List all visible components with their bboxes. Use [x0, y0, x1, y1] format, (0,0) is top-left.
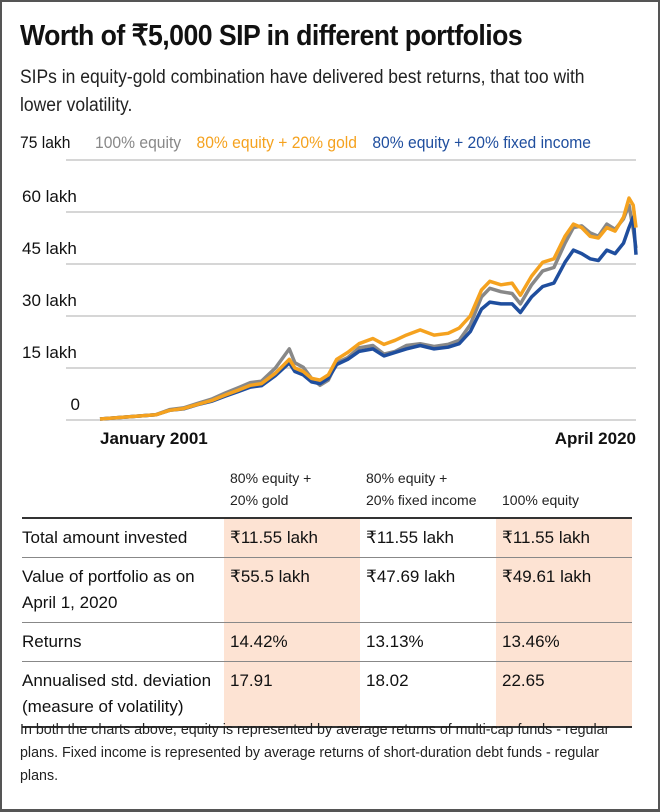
- cell-value: 13.46%: [496, 622, 632, 662]
- row-label: Annualised std. deviation (measure of vol…: [22, 661, 224, 728]
- cell-value: ₹11.55 lakh: [224, 517, 360, 558]
- header-line: 80% equity +: [366, 470, 448, 486]
- table-row: Returns 14.42% 13.13% 13.46%: [22, 622, 632, 662]
- legend-item-equity-fixed-income: 80% equity + 20% fixed income: [372, 133, 592, 152]
- y-tick-label: 15 lakh: [22, 343, 77, 362]
- line-chart: 0 15 lakh 30 lakh 45 lakh 60 lakh January 20…: [22, 159, 638, 448]
- y-tick-label: 30 lakh: [22, 291, 77, 310]
- footnote: In both the charts above, equity is repr…: [20, 721, 610, 784]
- table-header-equity-fixed-income: 80% equity + 20% fixed income: [360, 463, 496, 518]
- x-start-label: January 2001: [100, 429, 208, 448]
- ytick-label-top: 75 lakh: [20, 133, 71, 152]
- row-label: Returns: [22, 622, 224, 662]
- series-line-80-equity-20-gold: [99, 196, 638, 421]
- cell-value: ₹47.69 lakh: [360, 557, 496, 623]
- table-header-equity-gold: 80% equity + 20% gold: [224, 463, 360, 518]
- cell-value: 18.02: [360, 661, 496, 728]
- chart-subtitle: SIPs in equity-gold combination have del…: [20, 67, 585, 116]
- table-row: Total amount invested ₹11.55 lakh ₹11.55…: [22, 517, 632, 558]
- cell-value: 14.42%: [224, 622, 360, 662]
- row-label-line: (measure of volatility): [22, 697, 184, 716]
- y-tick-label: 60 lakh: [22, 187, 77, 206]
- row-label: Value of portfolio as on April 1, 2020: [22, 557, 224, 623]
- cell-value: ₹11.55 lakh: [496, 517, 632, 558]
- legend: 75 lakh 100% equity 80% equity + 20% gol…: [20, 133, 602, 153]
- cell-value: ₹55.5 lakh: [224, 557, 360, 623]
- header-line: 20% fixed income: [366, 492, 477, 508]
- header-line: 80% equity +: [230, 470, 312, 486]
- comparison-table: 80% equity + 20% gold 80% equity + 20% fix…: [22, 463, 632, 728]
- table-row: Value of portfolio as on April 1, 2020 ₹5…: [22, 557, 632, 623]
- cell-value: ₹11.55 lakh: [360, 517, 496, 558]
- cell-value: ₹49.61 lakh: [496, 557, 632, 623]
- table-header-blank: [22, 463, 224, 518]
- series-line-100-equity: [99, 203, 638, 421]
- y-tick-label: 0: [71, 395, 80, 414]
- x-end-label: April 2020: [555, 429, 636, 448]
- cell-value: 13.13%: [360, 622, 496, 662]
- row-label-line: Value of portfolio as on: [22, 567, 195, 586]
- header-line: 100% equity: [502, 492, 580, 508]
- cell-value: 22.65: [496, 661, 632, 728]
- table-header-row: 80% equity + 20% gold 80% equity + 20% fix…: [22, 463, 632, 518]
- chart-title: Worth of ₹5,000 SIP in different portfol…: [20, 20, 523, 52]
- row-label-line: April 1, 2020: [22, 593, 118, 612]
- legend-item-equity: 100% equity: [95, 133, 182, 152]
- row-label: Total amount invested: [22, 517, 224, 558]
- y-tick-label: 45 lakh: [22, 239, 77, 258]
- cell-value: 17.91: [224, 661, 360, 728]
- header-line: 20% gold: [230, 492, 289, 508]
- row-label-line: Annualised std. deviation: [22, 671, 212, 690]
- series-line-80-equity-20-fixed-income: [99, 215, 638, 421]
- table-header-equity: 100% equity: [496, 463, 632, 518]
- table-row: Annualised std. deviation (measure of vol…: [22, 661, 632, 728]
- legend-item-equity-gold: 80% equity + 20% gold: [196, 133, 357, 152]
